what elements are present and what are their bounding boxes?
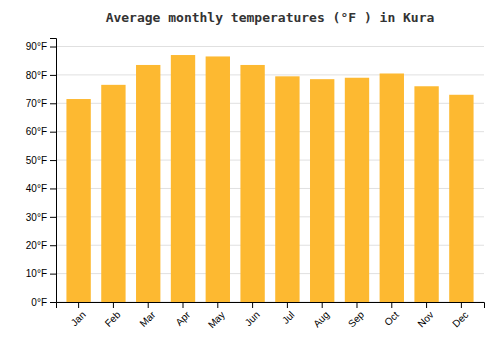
tick-mark	[50, 302, 56, 303]
grid	[56, 47, 484, 302]
tick-mark	[426, 302, 427, 308]
tick: Jun	[243, 302, 262, 328]
tick-label: Jul	[280, 309, 297, 326]
tick-label: 70°F	[26, 98, 47, 109]
bar	[240, 65, 264, 302]
title: Average monthly temperatures (°F ) in Ku…	[106, 10, 435, 25]
tick-mark	[287, 302, 288, 308]
tick: Mar	[137, 302, 157, 329]
tick-label: 0°F	[31, 297, 47, 308]
grid-line	[56, 46, 484, 47]
tick-label: Mar	[137, 309, 157, 329]
tick-mark	[113, 302, 114, 308]
bar	[136, 65, 160, 302]
bar	[101, 85, 125, 302]
tick: Jan	[69, 302, 88, 328]
axis-line	[50, 39, 57, 303]
tick: Aug	[311, 302, 331, 329]
tick: 30°F	[26, 212, 56, 223]
tick: Nov	[415, 302, 435, 329]
tick-mark	[217, 302, 218, 308]
tick-mark	[50, 132, 56, 133]
tick-label: Aug	[311, 309, 331, 329]
tick-mark	[148, 302, 149, 308]
tick-mark	[50, 188, 56, 189]
bar	[66, 99, 90, 302]
bar	[414, 86, 438, 302]
tick-label: Nov	[415, 309, 435, 329]
tick: 50°F	[26, 155, 56, 166]
tick-mark	[50, 160, 56, 161]
tick-mark	[461, 302, 462, 308]
tick: 90°F	[26, 41, 56, 52]
tick-label: Oct	[382, 309, 401, 328]
tick: Dec	[450, 302, 470, 329]
tick-label: 40°F	[26, 183, 47, 194]
tick-mark	[356, 302, 357, 308]
tick-label: 90°F	[26, 41, 47, 52]
bar	[345, 78, 369, 302]
tick-mark	[50, 245, 56, 246]
tick: 80°F	[26, 70, 56, 81]
tick-mark	[391, 302, 392, 308]
tick-label: 80°F	[26, 70, 47, 81]
tick: 70°F	[26, 98, 56, 109]
tick-mark	[50, 47, 56, 48]
tick-mark	[50, 274, 56, 275]
tick-label: Feb	[103, 309, 123, 329]
tick-label: 30°F	[26, 212, 47, 223]
tick-label: 10°F	[26, 268, 47, 279]
tick: Oct	[382, 302, 401, 328]
tick-mark	[322, 302, 323, 308]
tick-label: May	[206, 309, 227, 330]
bar	[275, 76, 299, 302]
tick-mark	[50, 217, 56, 218]
bar	[206, 56, 230, 302]
tick: Feb	[103, 302, 123, 329]
tick-mark	[252, 302, 253, 308]
tick: 40°F	[26, 183, 56, 194]
tick-label: Jun	[243, 309, 262, 328]
bar	[310, 79, 334, 302]
tick: Apr	[173, 302, 192, 328]
tick: Jul	[280, 302, 297, 326]
tick: 20°F	[26, 240, 56, 251]
bar	[171, 55, 195, 302]
tick-mark	[50, 103, 56, 104]
tick-label: 50°F	[26, 155, 47, 166]
y-axis: 0°F 10°F 20°F 30°F 40°F 50°F 60°F 70°F 80°F 90°F	[26, 39, 57, 308]
tick-label: 60°F	[26, 126, 47, 137]
tick: 10°F	[26, 268, 56, 279]
x-axis: Jan Feb Mar Apr May Jun Jul Aug Sep Oct Nov Dec	[57, 302, 485, 330]
tick-mark	[50, 75, 56, 76]
tick-label: 20°F	[26, 240, 47, 251]
chart: 0°F 10°F 20°F 30°F 40°F 50°F 60°F 70°F 80°F 90°F J…	[0, 0, 500, 350]
grid-line	[56, 74, 484, 75]
tick: 0°F	[31, 297, 56, 308]
bar	[449, 95, 473, 302]
bar	[380, 73, 404, 302]
tick: Sep	[346, 302, 367, 329]
tick-label: Jan	[69, 309, 88, 328]
tick-label: Dec	[450, 309, 470, 329]
tick: 60°F	[26, 126, 56, 137]
tick-label: Apr	[173, 309, 192, 328]
axis-line	[57, 303, 485, 309]
tick-mark	[78, 302, 79, 308]
plot: 0°F 10°F 20°F 30°F 40°F 50°F 60°F 70°F 80°F 90°F J…	[26, 39, 485, 331]
bars	[66, 55, 473, 302]
tick: May	[206, 302, 227, 330]
tick-mark	[183, 302, 184, 308]
tick-label: Sep	[346, 309, 367, 330]
